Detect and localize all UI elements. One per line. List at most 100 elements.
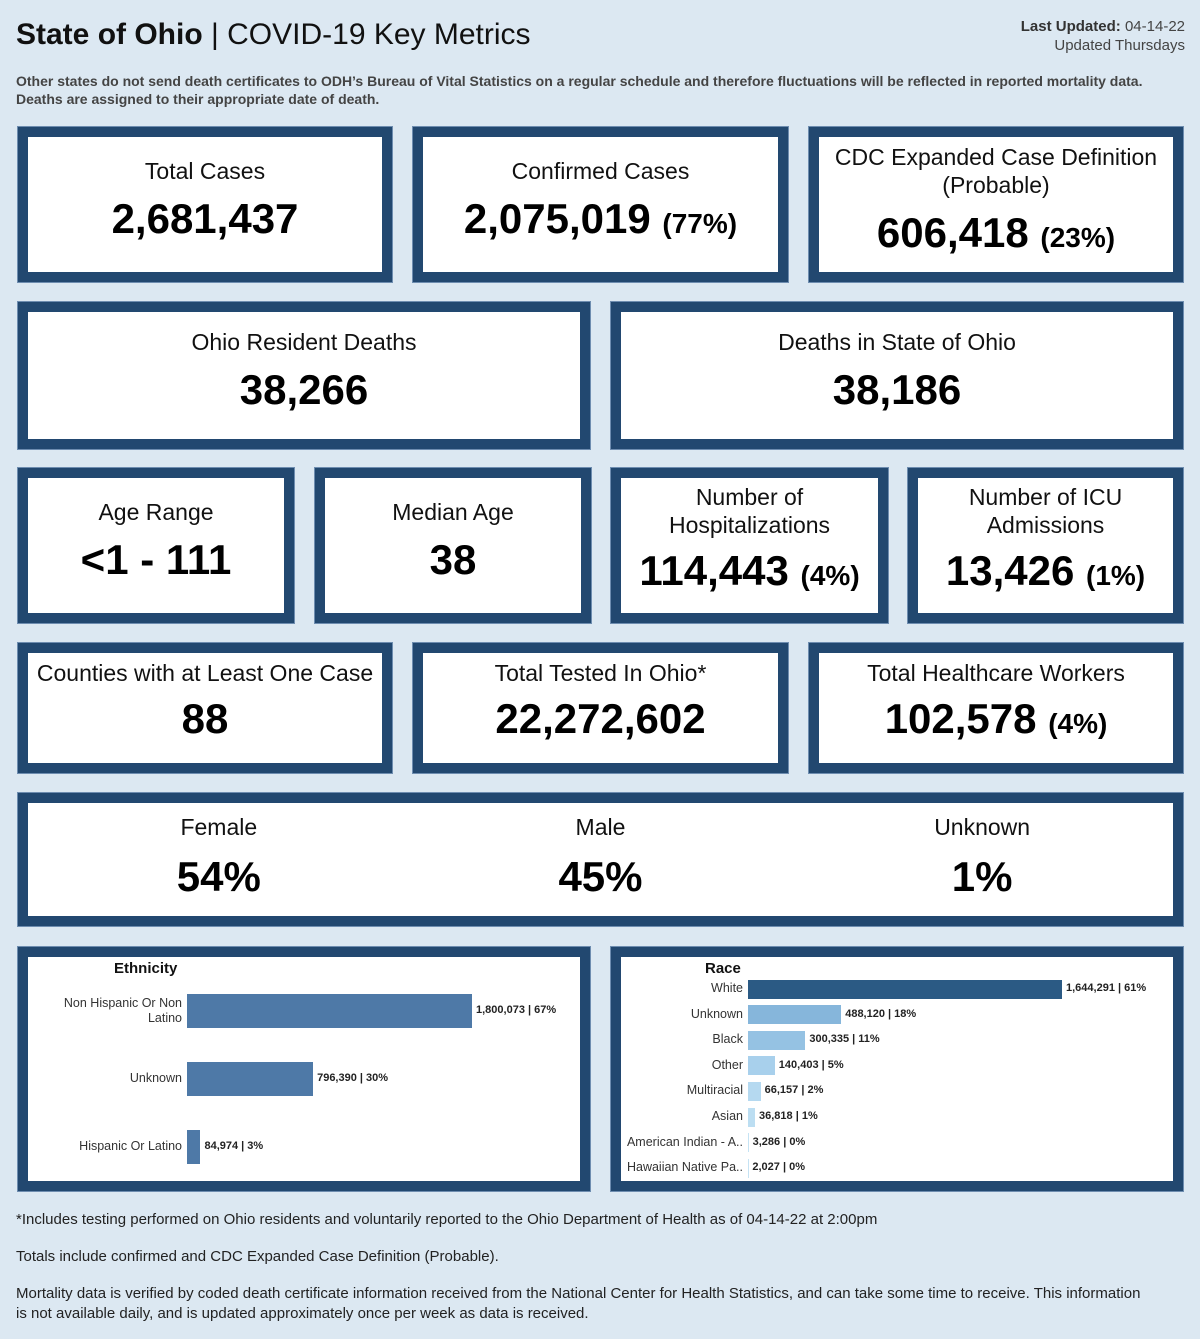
card-label: Deaths in State of Ohio xyxy=(778,329,1016,355)
card-value: 38 xyxy=(429,536,477,583)
card-value-row: 114,443 (4%) xyxy=(639,547,859,595)
card-percent: (4%) xyxy=(1048,708,1108,739)
card-label: Ohio Resident Deaths xyxy=(191,329,417,355)
bar-value-label: 66,157 | 2% xyxy=(764,1084,824,1097)
card-value: 102,578 xyxy=(884,695,1037,742)
bar xyxy=(748,1133,749,1153)
total-tested-card: Total Tested In Ohio* 22,272,602 xyxy=(412,642,789,774)
bar xyxy=(748,1081,761,1101)
card-label: Median Age xyxy=(392,499,514,525)
state-deaths-card: Deaths in State of Ohio 38,186 xyxy=(610,301,1184,450)
card-value: 13,426 xyxy=(945,547,1075,594)
sex-label: Male xyxy=(575,814,626,840)
card-value-row: 606,418 (23%) xyxy=(877,209,1115,257)
bar-value-label: 796,390 | 30% xyxy=(317,1072,389,1084)
card-label: CDC Expanded Case Definition (Probable) xyxy=(834,144,1158,198)
bar-category-label: Black xyxy=(712,1032,743,1047)
sex-label: Female xyxy=(180,814,258,840)
sex-label: Unknown xyxy=(934,814,1031,840)
last-updated: Last Updated: 04-14-22 Updated Thursdays xyxy=(1021,17,1185,55)
bar xyxy=(187,1062,314,1096)
card-value: 2,075,019 xyxy=(463,195,651,242)
card-value: 88 xyxy=(181,695,229,742)
bar-value-label: 488,120 | 18% xyxy=(845,1007,917,1020)
bar-value-label: 1,644,291 | 61% xyxy=(1066,982,1147,994)
healthcare-workers-card: Total Healthcare Workers 102,578 (4%) xyxy=(808,642,1184,774)
bar-value-label: 140,403 | 5% xyxy=(778,1058,844,1071)
card-label: Confirmed Cases xyxy=(511,158,690,184)
card-value: 38,266 xyxy=(239,366,369,413)
card-value: 114,443 xyxy=(639,547,789,594)
card-label: Total Healthcare Workers xyxy=(867,660,1125,686)
card-percent: (4%) xyxy=(800,560,860,591)
bar-value-label: 36,818 | 1% xyxy=(759,1110,818,1122)
mortality-disclaimer: Other states do not send death certifica… xyxy=(16,73,1143,107)
bar-category-label: White xyxy=(711,981,743,995)
resident-deaths-card: Ohio Resident Deaths 38,266 xyxy=(17,301,591,450)
total-cases-card: Total Cases 2,681,437 xyxy=(17,126,393,283)
icu-admissions-card: Number of ICU Admissions 13,426 (1%) xyxy=(907,467,1184,624)
page-title-bold: State of Ohio xyxy=(16,18,203,51)
sex-value: 54% xyxy=(176,853,261,900)
card-value-row: 13,426 (1%) xyxy=(946,547,1145,595)
ethnicity-plot-area: Non Hispanic Or Non Latino 1,800,073 | 67… xyxy=(28,957,580,1181)
footnote-totals: Totals include confirmed and CDC Expande… xyxy=(16,1248,499,1265)
card-label: Total Tested In Ohio* xyxy=(494,660,707,686)
confirmed-cases-card: Confirmed Cases 2,075,019 (77%) xyxy=(412,126,789,283)
bar-category-label: American Indian - A.. xyxy=(626,1134,743,1149)
counties-card: Counties with at Least One Case 88 xyxy=(17,642,393,774)
bar xyxy=(748,1030,806,1050)
card-value: 22,272,602 xyxy=(495,695,706,742)
bar xyxy=(748,1005,842,1025)
chart-title: Ethnicity xyxy=(114,960,178,977)
page-title-rest: COVID-19 Key Metrics xyxy=(227,18,531,51)
sex-female: Female 54% xyxy=(30,803,408,916)
age-range-card: Age Range <1 - 111 xyxy=(17,467,295,624)
chart-title: Race xyxy=(705,960,741,977)
footnote-mortality: Mortality data is verified by coded deat… xyxy=(16,1285,1141,1322)
last-updated-value: 04-14-22 xyxy=(1124,18,1185,35)
bar-category-label: Hawaiian Native Pa.. xyxy=(626,1160,743,1175)
bar-value-label: 3,286 | 0% xyxy=(752,1135,806,1148)
bar-category-label: Unknown xyxy=(129,1071,182,1085)
bar xyxy=(748,1107,756,1127)
card-label: Total Cases xyxy=(144,158,266,184)
sex-value: 1% xyxy=(951,853,1013,900)
bar-category-label: Multiracial xyxy=(686,1083,743,1098)
sex-value: 45% xyxy=(558,853,643,900)
card-percent: (77%) xyxy=(662,208,738,239)
card-value-row: 2,075,019 (77%) xyxy=(464,195,737,243)
bar-value-label: 2,027 | 0% xyxy=(752,1161,805,1174)
page-title-separator: | xyxy=(202,18,228,51)
bar-value-label: 84,974 | 3% xyxy=(204,1140,264,1152)
update-schedule: Updated Thursdays xyxy=(1054,37,1185,54)
footnote-testing: *Includes testing performed on Ohio resi… xyxy=(16,1211,878,1228)
bar-category-label: Non Hispanic Or Non Latino xyxy=(63,996,182,1025)
card-value: 38,186 xyxy=(832,366,962,413)
race-chart: Race White 1,644,291 | 61% Unknown 488,120 … xyxy=(610,946,1184,1192)
bar xyxy=(748,979,1062,999)
card-label: Number of Hospitalizations xyxy=(668,484,831,538)
sex-unknown: Unknown 1% xyxy=(793,803,1171,916)
sex-male: Male 45% xyxy=(412,803,790,916)
hospitalizations-card: Number of Hospitalizations 114,443 (4%) xyxy=(610,467,889,624)
bar-category-label: Unknown xyxy=(690,1006,743,1021)
card-label: Age Range xyxy=(98,499,214,525)
ethnicity-chart: Ethnicity Non Hispanic Or Non Latino 1,80… xyxy=(17,946,591,1192)
card-value: <1 - 111 xyxy=(80,536,232,583)
card-percent: (1%) xyxy=(1086,560,1146,591)
card-label: Counties with at Least One Case xyxy=(36,660,374,686)
page-title: State of Ohio | COVID-19 Key Metrics xyxy=(16,18,531,52)
card-value: 606,418 xyxy=(876,209,1029,256)
card-value: 2,681,437 xyxy=(111,195,299,242)
card-value-row: 102,578 (4%) xyxy=(885,695,1108,743)
bar-category-label: Asian xyxy=(711,1109,743,1123)
card-label: Number of ICU Admissions xyxy=(968,484,1123,538)
bar-category-label: Hispanic Or Latino xyxy=(79,1139,182,1153)
bar-category-label: Other xyxy=(711,1057,743,1072)
bar-value-label: 300,335 | 11% xyxy=(809,1033,880,1046)
race-plot-area: White 1,644,291 | 61% Unknown 488,120 | 18%… xyxy=(621,957,1173,1181)
bar xyxy=(748,1056,775,1076)
card-percent: (23%) xyxy=(1040,222,1116,253)
median-age-card: Median Age 38 xyxy=(314,467,592,624)
